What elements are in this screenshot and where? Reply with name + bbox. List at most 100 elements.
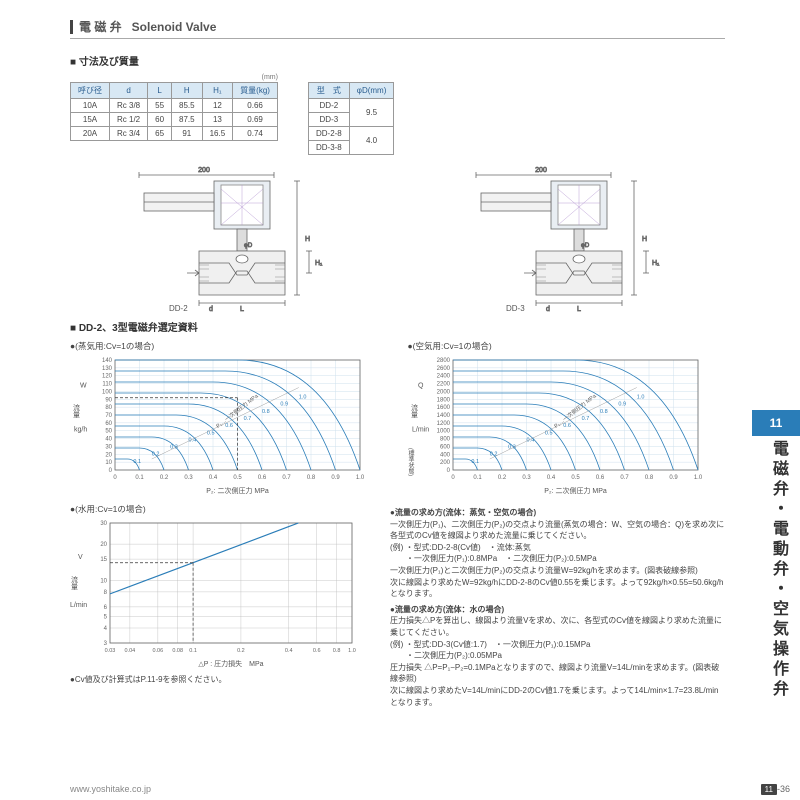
svg-text:L/min: L/min [70, 602, 87, 609]
header-en: Solenoid Valve [132, 20, 217, 34]
svg-text:0.7: 0.7 [282, 475, 291, 481]
svg-text:P₂: 二次側圧力 MPa: P₂: 二次側圧力 MPa [544, 486, 607, 495]
svg-text:0: 0 [446, 468, 450, 474]
chart-steam: 140130120110100908070605040302010000.10.… [70, 355, 388, 495]
svg-text:L: L [240, 306, 244, 313]
svg-text:1.0: 1.0 [356, 475, 365, 481]
chart1-title: ●(蒸気用:Cv=1の場合) [70, 340, 388, 352]
svg-text:200: 200 [439, 460, 450, 466]
svg-text:1.0: 1.0 [636, 395, 644, 401]
svg-text:0.2: 0.2 [152, 452, 160, 458]
svg-text:0.1: 0.1 [473, 475, 482, 481]
svg-text:V: V [78, 554, 83, 561]
chart-air: 2800260024002200200018001600140012001000… [408, 355, 726, 495]
svg-text:0.1: 0.1 [135, 475, 144, 481]
svg-text:0.5: 0.5 [571, 475, 580, 481]
header-bar [70, 20, 73, 34]
svg-text:DD-2: DD-2 [169, 304, 188, 313]
instr-p4: 圧力損失△Pを算出し、線図より流量Vを求め、次に、各型式のCv値を線図より求めた… [390, 615, 725, 638]
svg-text:400: 400 [439, 452, 450, 458]
svg-text:0.6: 0.6 [258, 475, 267, 481]
cv-footnote: ●Cv値及び計算式はP.11-9を参照ください。 [70, 674, 370, 685]
svg-text:0.8: 0.8 [307, 475, 316, 481]
tables-row: (mm) 呼び径dLHH₁質量(kg)10ARc 3/85585.5120.66… [70, 74, 725, 155]
svg-text:0.1: 0.1 [189, 648, 197, 654]
chart-water: 30201510865430.030.040.060.080.10.20.40.… [70, 518, 370, 668]
diagram-dd3: 200 L H [446, 163, 686, 313]
svg-text:0.4: 0.4 [546, 475, 555, 481]
svg-text:H: H [305, 236, 310, 243]
svg-text:0.2: 0.2 [497, 475, 506, 481]
svg-text:W: W [80, 383, 87, 390]
svg-text:0.5: 0.5 [207, 430, 215, 436]
svg-text:100: 100 [102, 389, 113, 395]
instr-ex1a: (例) ・型式:DD-2-8(Cv値) ・流体:蒸気 [390, 542, 725, 554]
svg-text:0.6: 0.6 [313, 648, 321, 654]
svg-text:20: 20 [105, 452, 112, 458]
svg-text:流量: 流量 [73, 403, 81, 418]
svg-text:15: 15 [100, 557, 107, 563]
svg-text:8: 8 [104, 590, 108, 596]
diagram-dd2: 200 L H [109, 163, 349, 313]
svg-text:0.8: 0.8 [600, 409, 608, 415]
svg-text:0.2: 0.2 [489, 452, 497, 458]
model-table: 型 式φD(mm)DD-29.5DD-3DD-2-84.0DD-3-8 [308, 82, 394, 155]
svg-text:70: 70 [105, 413, 112, 419]
svg-text:0: 0 [113, 475, 117, 481]
instr-p6: 次に線図より求めたV=14L/minにDD-2のCv値1.7を乗じます。よって1… [390, 685, 725, 708]
instructions: ●流量の求め方(流体：蒸気・空気の場合) 一次側圧力(P₁)、二次側圧力(P₂)… [390, 503, 725, 708]
svg-text:0: 0 [451, 475, 455, 481]
svg-text:流量: 流量 [410, 403, 418, 418]
page-suffix: -36 [777, 784, 790, 794]
svg-text:600: 600 [439, 444, 450, 450]
footer-page: 11-36 [761, 784, 790, 794]
svg-text:(標準状態): (標準状態) [408, 448, 414, 476]
svg-text:2600: 2600 [436, 366, 450, 372]
svg-text:d: d [546, 306, 550, 313]
svg-text:60: 60 [105, 421, 112, 427]
svg-text:2200: 2200 [436, 382, 450, 388]
instr-p1: 一次側圧力(P₁)、二次側圧力(P₂)の交点より流量(蒸気の場合：W、空気の場合… [390, 519, 725, 542]
svg-text:1400: 1400 [436, 413, 450, 419]
side-label: 電磁弁・電動弁・空気操作弁 [766, 440, 790, 700]
svg-text:1200: 1200 [436, 421, 450, 427]
svg-text:0.03: 0.03 [105, 648, 116, 654]
svg-text:kg/h: kg/h [74, 427, 87, 434]
svg-text:0.04: 0.04 [124, 648, 135, 654]
svg-text:20: 20 [100, 542, 107, 548]
svg-text:200: 200 [535, 167, 547, 174]
svg-text:P₂: 二次側圧力 MPa: P₂: 二次側圧力 MPa [206, 486, 269, 495]
svg-text:L/min: L/min [412, 427, 429, 434]
svg-text:1800: 1800 [436, 397, 450, 403]
svg-text:d: d [209, 306, 213, 313]
svg-text:30: 30 [105, 444, 112, 450]
chart-air-box: ●(空気用:Cv=1の場合) 2800260024002200200018001… [408, 340, 726, 495]
svg-text:0.2: 0.2 [237, 648, 245, 654]
chart-water-box: ●(水用:Cv=1の場合) 30201510865430.030.040.060… [70, 503, 370, 685]
svg-text:80: 80 [105, 405, 112, 411]
svg-text:0.2: 0.2 [160, 475, 169, 481]
svg-text:0.9: 0.9 [618, 402, 626, 408]
svg-text:1.0: 1.0 [693, 475, 702, 481]
svg-text:流量: 流量 [71, 575, 79, 590]
svg-text:0.8: 0.8 [644, 475, 653, 481]
svg-text:0.9: 0.9 [331, 475, 340, 481]
svg-text:110: 110 [102, 382, 112, 388]
svg-text:2000: 2000 [436, 389, 450, 395]
instr-ex2a: (例) ・型式:DD-3(Cv値:1.7) ・一次側圧力(P₁):0.15MPa [390, 639, 725, 651]
svg-text:120: 120 [102, 374, 113, 380]
instr-h1: ●流量の求め方(流体：蒸気・空気の場合) [390, 507, 725, 519]
svg-text:30: 30 [100, 521, 107, 527]
svg-text:1.0: 1.0 [348, 648, 356, 654]
svg-text:0.1: 0.1 [471, 459, 479, 465]
svg-text:H₁: H₁ [315, 260, 323, 267]
section1-title: ■ 寸法及び質量 [70, 53, 725, 68]
svg-text:1.0: 1.0 [299, 395, 307, 401]
svg-text:0.9: 0.9 [280, 402, 288, 408]
instr-ex1b: ・一次側圧力(P₁):0.8MPa ・二次側圧力(P₂):0.5MPa [390, 553, 725, 565]
svg-text:2400: 2400 [436, 374, 450, 380]
svg-text:Q: Q [418, 383, 424, 390]
chart2-title: ●(空気用:Cv=1の場合) [408, 340, 726, 352]
svg-text:φD: φD [244, 243, 253, 249]
instr-ex2b: ・二次側圧力(P₂):0.05MPa [390, 650, 725, 662]
